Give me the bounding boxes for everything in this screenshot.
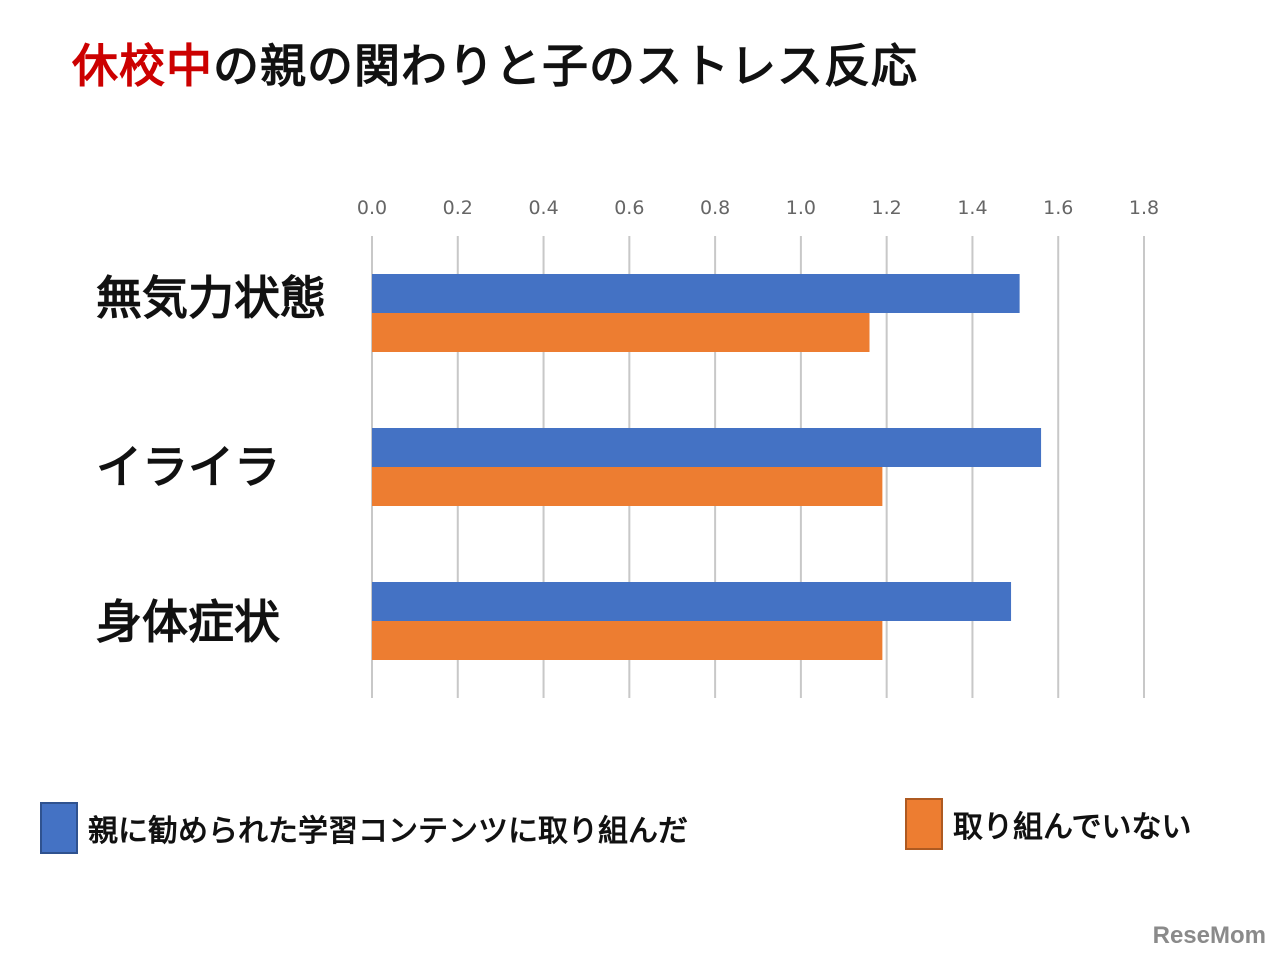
category-label-physical: 身体症状 — [96, 595, 280, 649]
x-tick-label: 1.4 — [957, 197, 987, 219]
bar-orange-3 — [372, 621, 883, 660]
x-tick-label: 0.4 — [528, 197, 558, 219]
x-tick-label: 1.6 — [1043, 197, 1073, 219]
x-axis-ticks: 0.0 0.2 0.4 0.6 0.8 1.0 1.2 1.4 1.6 1.8 — [357, 197, 1159, 219]
bar-blue-3 — [372, 582, 1012, 621]
bar-orange-1 — [372, 313, 870, 352]
legend-swatch-blue — [40, 802, 78, 854]
x-tick-label: 0.8 — [700, 197, 730, 219]
bar-blue-1 — [372, 274, 1020, 313]
bar-blue-2 — [372, 428, 1042, 467]
legend-label-series-1: 親に勧められた学習コンテンツに取り組んだ — [88, 814, 688, 849]
bar-orange-2 — [372, 467, 883, 506]
legend-item-series-1: 親に勧められた学習コンテンツに取り組んだ — [40, 802, 688, 854]
x-tick-label: 0.2 — [443, 197, 473, 219]
x-tick-label: 0.6 — [614, 197, 644, 219]
watermark-logo: ReseMom — [1152, 922, 1266, 949]
category-label-irritation: イライラ — [96, 440, 280, 494]
title-highlight: 休校中 — [72, 39, 213, 93]
legend-label-series-2: 取り組んでいない — [953, 810, 1192, 845]
legend-swatch-orange — [905, 798, 943, 850]
chart-title: 休校中の親の関わりと子のストレス反応 — [72, 30, 918, 96]
x-tick-label: 1.8 — [1129, 197, 1159, 219]
bars — [372, 274, 1042, 660]
category-label-lethargy: 無気力状態 — [96, 271, 326, 325]
x-tick-label: 0.0 — [357, 197, 387, 219]
x-tick-label: 1.0 — [786, 197, 816, 219]
legend-item-series-2: 取り組んでいない — [905, 798, 1192, 850]
x-tick-label: 1.2 — [872, 197, 902, 219]
title-rest: の親の関わりと子のストレス反応 — [213, 39, 918, 93]
